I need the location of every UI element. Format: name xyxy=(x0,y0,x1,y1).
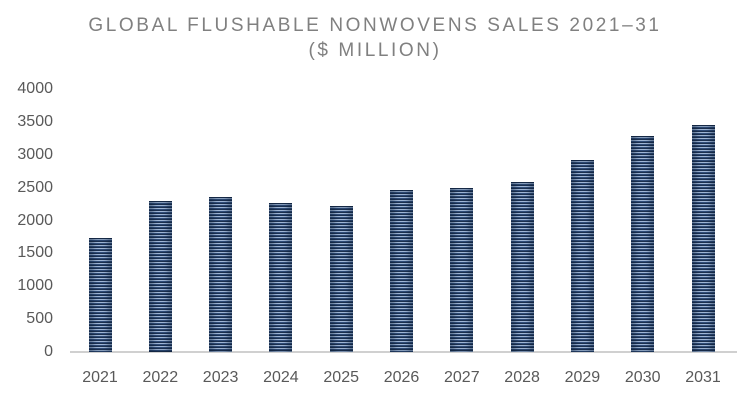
x-tick-label: 2028 xyxy=(504,369,540,386)
bar-2022 xyxy=(148,200,172,352)
bar-2023 xyxy=(209,197,233,352)
x-tick-label: 2021 xyxy=(82,369,118,386)
x-tick-label: 2026 xyxy=(383,369,420,386)
y-tick-label: 1500 xyxy=(17,244,53,262)
chart-subtitle: ($ MILLION) xyxy=(308,40,442,61)
y-tick-label: 500 xyxy=(26,310,53,328)
y-tick-label: 0 xyxy=(44,343,53,360)
y-tick-label: 2000 xyxy=(17,211,53,229)
x-axis-line xyxy=(70,351,737,353)
x-tick-label: 2031 xyxy=(685,369,721,386)
y-tick-label: 3000 xyxy=(17,145,53,163)
bar-2021 xyxy=(88,238,112,352)
bar-2026 xyxy=(390,190,413,352)
y-tick-label: 2500 xyxy=(17,178,53,196)
y-tick-label: 1000 xyxy=(17,277,53,295)
bar-2029 xyxy=(570,160,594,352)
chart-title: GLOBAL FLUSHABLE NONWOVENS SALES 2021–31 xyxy=(88,15,662,36)
y-tick-label: 4000 xyxy=(17,80,53,97)
x-tick-label: 2022 xyxy=(142,369,179,386)
x-tick-label: 2030 xyxy=(624,369,661,386)
bar-2024 xyxy=(269,202,293,352)
bar-2031 xyxy=(691,125,715,352)
x-tick-label: 2024 xyxy=(263,369,299,386)
x-tick-label: 2023 xyxy=(202,369,239,386)
x-tick-label: 2027 xyxy=(444,369,480,386)
bar-2030 xyxy=(631,136,655,352)
x-tick-label: 2029 xyxy=(564,369,601,386)
bar-2027 xyxy=(450,188,474,352)
y-tick-label: 3500 xyxy=(17,112,53,130)
bar-2025 xyxy=(329,206,353,352)
bar-2028 xyxy=(510,182,534,352)
x-tick-label: 2025 xyxy=(323,369,359,386)
